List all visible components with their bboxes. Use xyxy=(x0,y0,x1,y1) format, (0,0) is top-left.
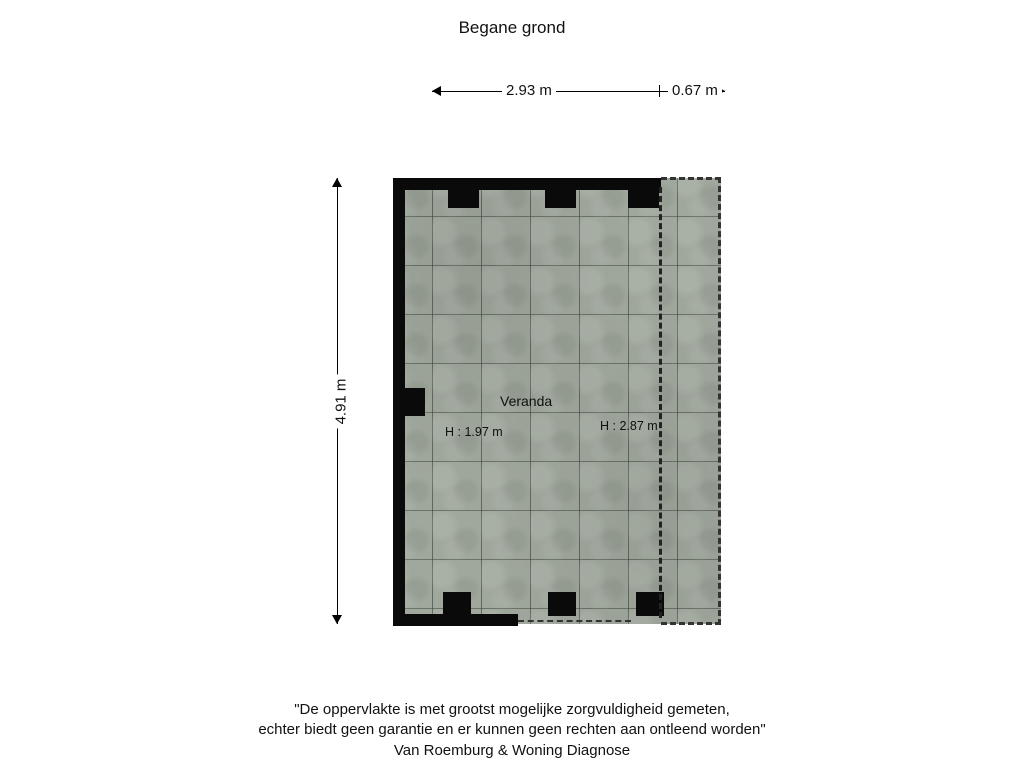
pillar-top-1 xyxy=(448,188,479,208)
wall-top xyxy=(393,178,661,190)
disclaimer-line-3: Van Roemburg & Woning Diagnose xyxy=(0,741,1024,761)
pillar-bottom-2 xyxy=(548,592,576,616)
disclaimer: "De oppervlakte is met grootst mogelijke… xyxy=(0,700,1024,761)
dim-left-arrow-down xyxy=(332,615,342,624)
dim-left-label: 4.91 m xyxy=(332,375,349,429)
disclaimer-line-1: "De oppervlakte is met grootst mogelijke… xyxy=(0,700,1024,720)
pillar-top-3 xyxy=(628,188,659,208)
room-label-veranda: Veranda xyxy=(500,393,552,409)
dim-top-seg1-label: 2.93 m xyxy=(502,82,556,99)
dim-top-arrow-left xyxy=(432,86,441,96)
pillar-bottom-1 xyxy=(443,592,471,616)
plan-title: Begane grond xyxy=(0,18,1024,38)
pillar-mid-left xyxy=(403,388,425,416)
dim-top-seg2-label: 0.67 m xyxy=(668,82,722,99)
height-label-2: H : 2.87 m xyxy=(600,419,658,433)
disclaimer-line-2: echter biedt geen garantie en er kunnen … xyxy=(0,720,1024,740)
pillar-top-2 xyxy=(545,188,576,208)
opening-bottom-dashed xyxy=(518,620,631,622)
extension-dashed-outline xyxy=(661,177,721,625)
dim-left-arrow-up xyxy=(332,178,342,187)
height-label-1: H : 1.97 m xyxy=(445,425,503,439)
dim-top-tick-mid xyxy=(659,85,660,97)
